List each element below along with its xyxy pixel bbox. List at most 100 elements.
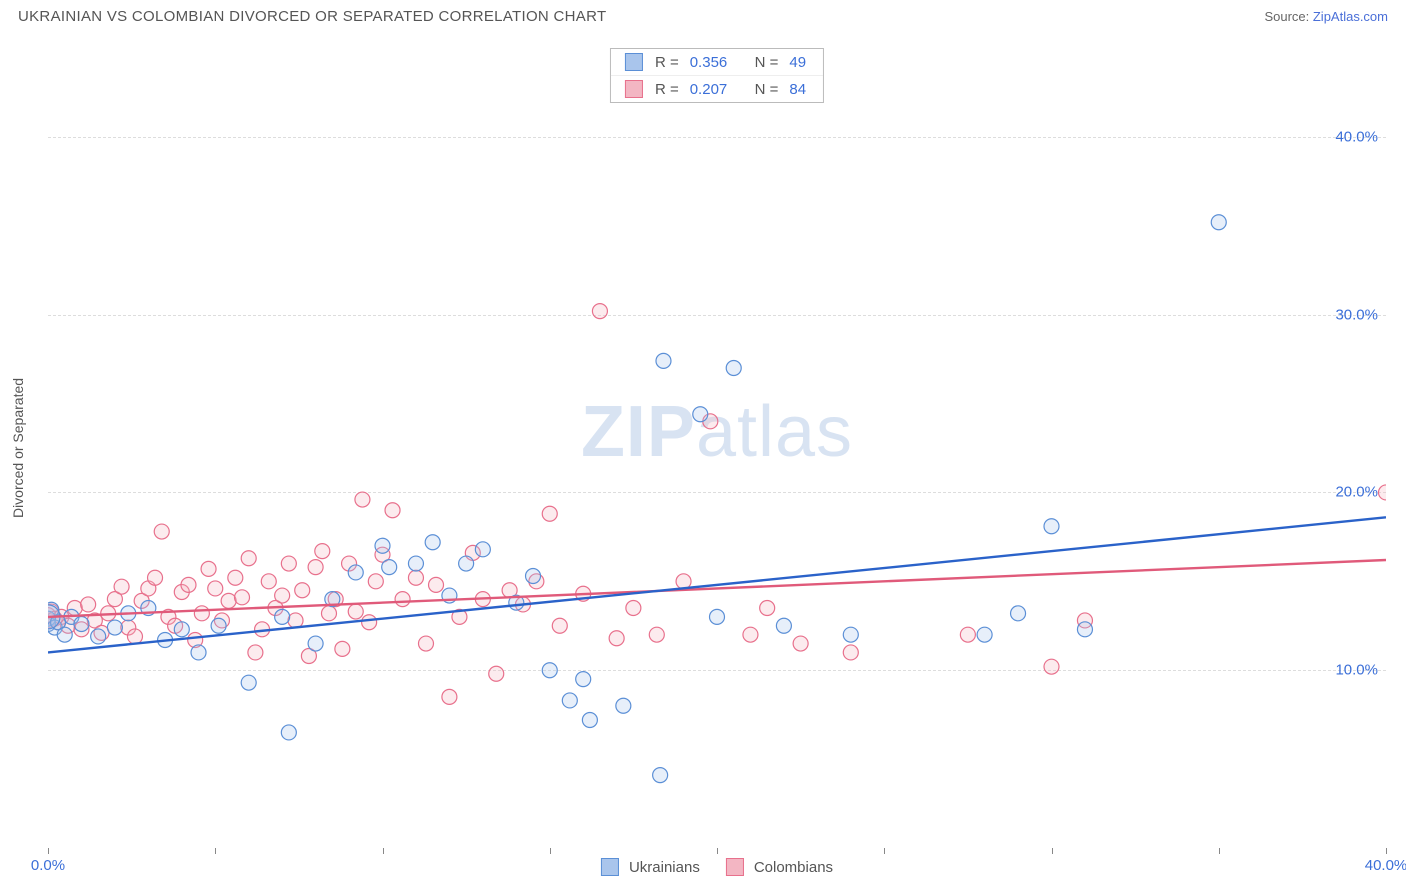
data-point [395, 592, 410, 607]
data-point [288, 613, 303, 628]
data-point [960, 627, 975, 642]
data-point [248, 645, 263, 660]
trend-line [48, 517, 1386, 652]
x-tick [550, 848, 551, 854]
data-point [843, 645, 858, 660]
data-point [114, 579, 129, 594]
legend-swatch-ukrainians [601, 858, 619, 876]
data-point [710, 609, 725, 624]
data-point [576, 672, 591, 687]
x-tick [1219, 848, 1220, 854]
data-point [656, 353, 671, 368]
x-tick [884, 848, 885, 854]
x-tick-label: 40.0% [1365, 857, 1406, 874]
source-prefix: Source: [1264, 9, 1312, 24]
data-point [148, 570, 163, 585]
scatter-plot [48, 48, 1386, 848]
data-point [1044, 659, 1059, 674]
legend-n-label: N = [755, 81, 779, 98]
x-tick [717, 848, 718, 854]
data-point [760, 601, 775, 616]
data-point [609, 631, 624, 646]
data-point [408, 556, 423, 571]
data-point [362, 615, 377, 630]
data-point [592, 304, 607, 319]
chart-title: UKRAINIAN VS COLOMBIAN DIVORCED OR SEPAR… [18, 8, 606, 25]
data-point [74, 617, 89, 632]
data-point [626, 601, 641, 616]
legend-series: Ukrainians Colombians [601, 858, 833, 876]
x-tick [1386, 848, 1387, 854]
legend-swatch-ukrainians [625, 53, 643, 71]
data-point [275, 588, 290, 603]
legend-n-value: 49 [789, 54, 806, 71]
data-point [382, 560, 397, 575]
data-point [385, 503, 400, 518]
source-link[interactable]: ZipAtlas.com [1313, 9, 1388, 24]
legend-label: Colombians [754, 859, 833, 876]
data-point [1077, 622, 1092, 637]
data-point [475, 542, 490, 557]
data-point [1211, 215, 1226, 230]
data-point [776, 618, 791, 633]
data-point [91, 629, 106, 644]
legend-stats-row: R = 0.207 N = 84 [611, 75, 823, 102]
data-point [459, 556, 474, 571]
data-point [308, 636, 323, 651]
legend-n-label: N = [755, 54, 779, 71]
data-point [281, 725, 296, 740]
data-point [418, 636, 433, 651]
data-point [57, 627, 72, 642]
data-point [261, 574, 276, 589]
chart-area: Divorced or Separated ZIPatlas R = 0.356… [48, 48, 1386, 848]
data-point [221, 593, 236, 608]
legend-swatch-colombians [726, 858, 744, 876]
data-point [489, 666, 504, 681]
legend-stats: R = 0.356 N = 49 R = 0.207 N = 84 [610, 48, 824, 103]
data-point [211, 618, 226, 633]
data-point [348, 604, 363, 619]
legend-r-value: 0.356 [690, 54, 728, 71]
data-point [241, 675, 256, 690]
data-point [228, 570, 243, 585]
legend-r-value: 0.207 [690, 81, 728, 98]
data-point [649, 627, 664, 642]
data-point [315, 544, 330, 559]
x-tick [48, 848, 49, 854]
data-point [1044, 519, 1059, 534]
x-tick [1052, 848, 1053, 854]
data-point [281, 556, 296, 571]
data-point [793, 636, 808, 651]
data-point [542, 506, 557, 521]
legend-item-colombians: Colombians [726, 858, 833, 876]
trend-line [48, 560, 1386, 617]
data-point [743, 627, 758, 642]
data-point [308, 560, 323, 575]
data-point [616, 698, 631, 713]
data-point [348, 565, 363, 580]
data-point [526, 569, 541, 584]
data-point [429, 577, 444, 592]
legend-item-ukrainians: Ukrainians [601, 858, 700, 876]
data-point [181, 577, 196, 592]
legend-r-label: R = [655, 81, 679, 98]
data-point [425, 535, 440, 550]
data-point [174, 622, 189, 637]
source-attribution: Source: ZipAtlas.com [1264, 9, 1388, 24]
data-point [368, 574, 383, 589]
x-tick [383, 848, 384, 854]
data-point [201, 561, 216, 576]
data-point [1011, 606, 1026, 621]
data-point [321, 606, 336, 621]
data-point [977, 627, 992, 642]
data-point [408, 570, 423, 585]
data-point [241, 551, 256, 566]
y-axis-label: Divorced or Separated [10, 378, 26, 518]
data-point [562, 693, 577, 708]
data-point [1379, 485, 1387, 500]
data-point [194, 606, 209, 621]
data-point [191, 645, 206, 660]
data-point [127, 629, 142, 644]
data-point [295, 583, 310, 598]
legend-r-label: R = [655, 54, 679, 71]
